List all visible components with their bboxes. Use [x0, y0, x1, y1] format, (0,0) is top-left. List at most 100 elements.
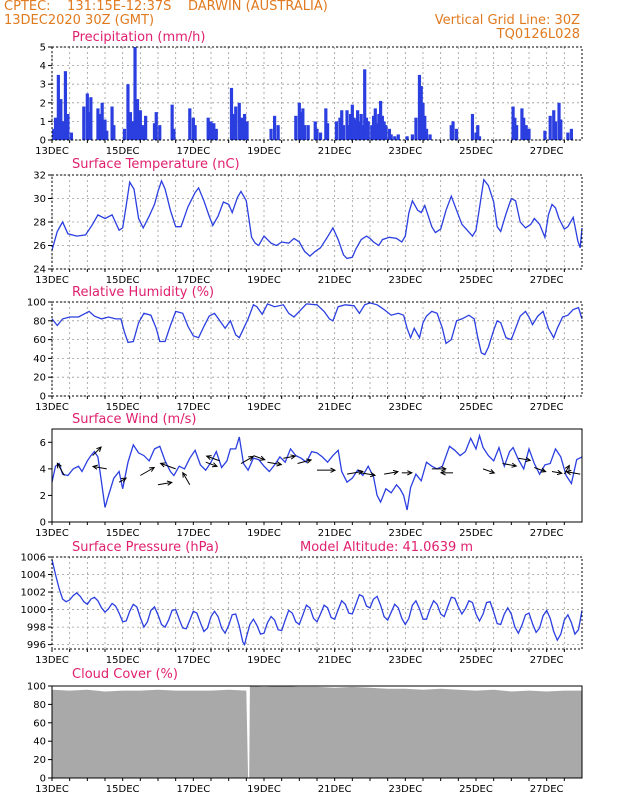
x-tick-label: 25DEC: [459, 275, 493, 286]
precip-bar: [110, 106, 114, 140]
precip-bar: [301, 108, 305, 140]
x-tick-label: 17DEC: [176, 784, 210, 795]
precip-bar: [423, 115, 427, 140]
x-tick-label: 21DEC: [318, 146, 352, 157]
x-tick-label: 23DEC: [388, 784, 422, 795]
x-tick-label: 21DEC: [318, 655, 352, 666]
precip-bar: [152, 123, 157, 140]
precip-bar: [56, 74, 60, 140]
precip-bar: [100, 102, 104, 140]
x-tick-label: 17DEC: [176, 146, 210, 157]
wind-arrow: [92, 446, 102, 456]
precip-bar: [366, 121, 370, 140]
wind-arrow-head: [489, 469, 496, 474]
precip-bar: [511, 106, 515, 140]
x-tick-label: 15DEC: [106, 146, 140, 157]
precip-bar: [359, 113, 363, 140]
precip-bar: [206, 117, 210, 140]
precip-bar: [154, 112, 158, 140]
precip-bar: [188, 108, 192, 140]
precip-bar: [191, 117, 195, 140]
precip-bar: [393, 136, 397, 140]
precip-bar: [352, 117, 356, 140]
x-tick-label: 27DEC: [530, 784, 564, 795]
wind-arrow-head: [182, 471, 188, 478]
panel-title: Surface Wind (m/s): [72, 412, 196, 427]
precip-bar: [315, 128, 319, 140]
panel-title: Surface Pressure (hPa): [72, 540, 219, 555]
precip-bar: [193, 125, 197, 140]
precip-bar: [89, 97, 93, 140]
y-tick-label: 30: [33, 194, 46, 205]
y-tick-label: 60: [33, 718, 46, 729]
panel-3: 0 2 4 6 13DEC 15DEC 17DEC 19DEC 21DEC 23DEC 25DEC 2…: [35, 412, 583, 539]
x-tick-label: 17DEC: [176, 528, 210, 539]
precip-bar: [338, 117, 342, 140]
precip-bar: [138, 110, 142, 140]
x-tick-label: 23DEC: [388, 402, 422, 413]
precip-bar: [379, 100, 383, 140]
panel-title: Surface Temperature (nC): [72, 157, 240, 172]
x-tick-label: 23DEC: [388, 528, 422, 539]
precip-bar: [522, 117, 526, 140]
precip-bar: [69, 132, 74, 140]
y-tick-label: 24: [33, 265, 46, 276]
precip-bar: [303, 125, 307, 140]
precip-bar: [240, 117, 244, 140]
x-tick-label: 25DEC: [459, 528, 493, 539]
wind-arrow-head: [259, 455, 266, 461]
precip-bar: [133, 47, 137, 140]
precip-bar: [347, 125, 351, 140]
precip-bar: [451, 121, 455, 140]
y-tick-label: 1002: [21, 588, 46, 599]
precip-bar: [559, 119, 563, 140]
wind-arrow: [518, 457, 531, 461]
precip-bar: [566, 132, 570, 140]
wind-arrow-head: [166, 480, 173, 486]
precip-bar: [405, 136, 409, 140]
series-line: [51, 559, 583, 647]
panel-title: Relative Humidity (%): [72, 285, 214, 300]
wind-arrow-head: [149, 466, 156, 472]
wind-arrow-head: [565, 469, 572, 476]
cloud-cover-area: [52, 686, 582, 778]
precip-bar: [371, 115, 376, 140]
precip-bar: [212, 123, 216, 140]
y-tick-label: 28: [33, 218, 46, 229]
precip-bar: [158, 125, 162, 140]
precip-bar: [53, 117, 58, 140]
x-tick-label: 19DEC: [247, 784, 281, 795]
x-tick-label: 21DEC: [318, 784, 352, 795]
x-tick-label: 17DEC: [176, 655, 210, 666]
precip-bar: [103, 119, 107, 140]
precip-bar: [476, 125, 480, 140]
model-altitude-label: Model Altitude: 41.0639 m: [300, 540, 473, 555]
wind-arrow-head: [91, 464, 98, 470]
precip-bar: [380, 115, 384, 140]
precip-bar: [324, 108, 328, 140]
series-line: [51, 302, 583, 356]
precip-bar: [377, 113, 381, 140]
x-tick-label: 13DEC: [35, 275, 69, 286]
precip-bar: [232, 113, 236, 140]
x-tick-label: 17DEC: [176, 275, 210, 286]
x-tick-label: 13DEC: [35, 528, 69, 539]
x-tick-label: 15DEC: [106, 655, 140, 666]
precip-bar: [387, 128, 392, 140]
y-tick-label: 2: [40, 491, 46, 502]
x-tick-label: 15DEC: [106, 528, 140, 539]
precip-bar: [66, 113, 70, 140]
precip-bar: [548, 115, 552, 140]
y-tick-label: 998: [27, 623, 46, 634]
precip-bar: [237, 102, 241, 140]
precip-bar: [356, 110, 360, 140]
y-tick-label: 100: [27, 682, 46, 693]
x-tick-label: 27DEC: [530, 402, 564, 413]
panel-title: Cloud Cover (%): [72, 667, 178, 682]
wind-arrow: [206, 455, 221, 462]
x-tick-label: 13DEC: [35, 402, 69, 413]
precip-bar: [273, 115, 277, 140]
precip-bar: [128, 112, 133, 140]
precip-bar: [569, 128, 573, 140]
precip-bar: [354, 119, 358, 140]
